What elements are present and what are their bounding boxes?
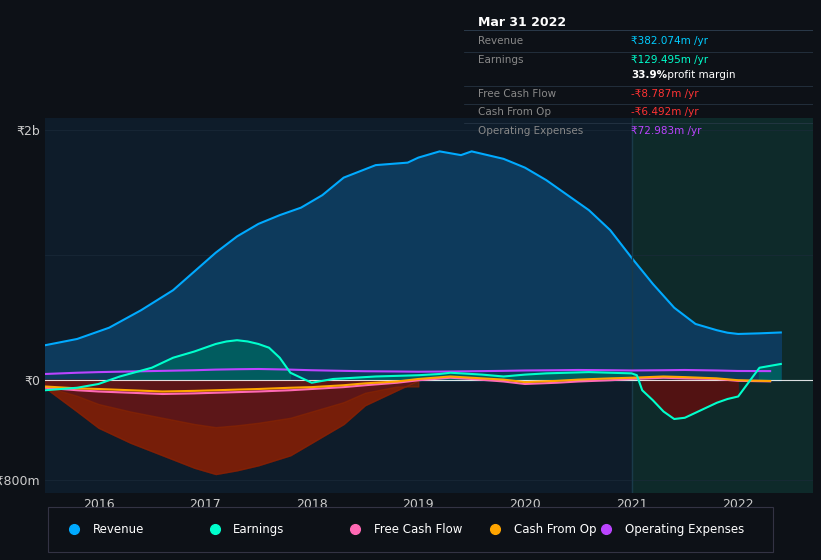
Text: ₹129.495m /yr: ₹129.495m /yr [631, 55, 709, 65]
Text: -₹8.787m /yr: -₹8.787m /yr [631, 88, 699, 99]
Text: Earnings: Earnings [478, 55, 523, 65]
Text: -₹6.492m /yr: -₹6.492m /yr [631, 108, 699, 117]
Text: Free Cash Flow: Free Cash Flow [374, 522, 462, 536]
Text: ₹382.074m /yr: ₹382.074m /yr [631, 36, 709, 46]
Text: 33.9%: 33.9% [631, 71, 667, 80]
Text: Earnings: Earnings [233, 522, 285, 536]
Text: Mar 31 2022: Mar 31 2022 [478, 16, 566, 29]
Bar [631, 118, 813, 493]
Text: Cash From Op: Cash From Op [514, 522, 596, 536]
Text: Operating Expenses: Operating Expenses [625, 522, 744, 536]
Text: ₹72.983m /yr: ₹72.983m /yr [631, 126, 702, 136]
Text: Free Cash Flow: Free Cash Flow [478, 88, 556, 99]
Text: profit margin: profit margin [664, 71, 736, 80]
Text: Operating Expenses: Operating Expenses [478, 126, 583, 136]
Text: Cash From Op: Cash From Op [478, 108, 551, 117]
Text: Revenue: Revenue [93, 522, 144, 536]
Text: Revenue: Revenue [478, 36, 523, 46]
